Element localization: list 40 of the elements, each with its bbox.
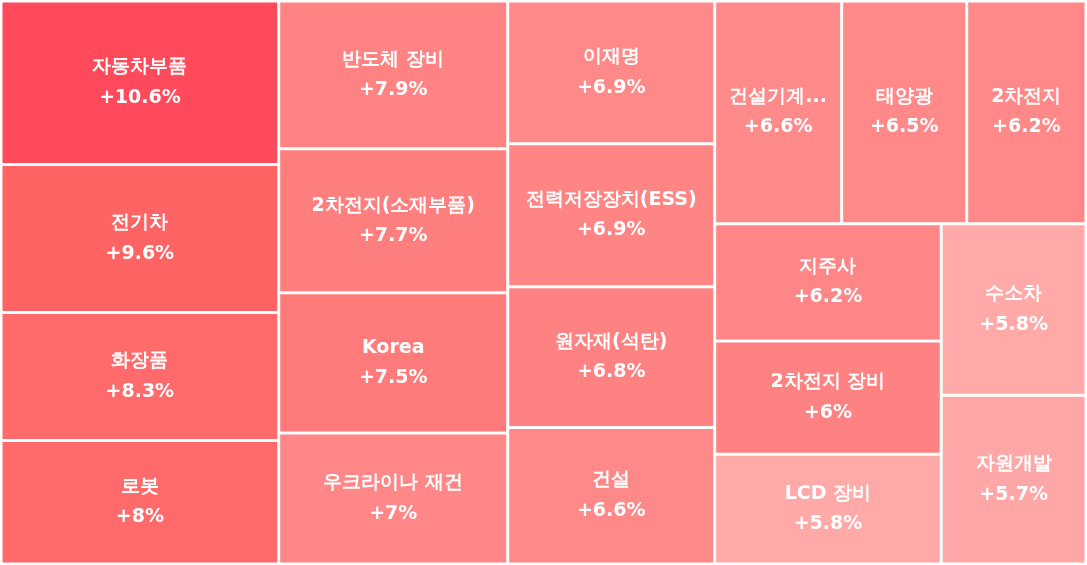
data-label: +9.6% [105, 240, 175, 263]
data-label: +7.5% [358, 365, 428, 388]
category-label: 원자재(석탄) [555, 328, 668, 351]
category-label: 전기차 [111, 210, 169, 233]
data-label: +6.5% [869, 114, 939, 137]
category-label: 지주사 [799, 254, 857, 277]
category-label: 건설기계... [729, 84, 828, 107]
category-label: 2차전지(소재부품) [311, 192, 476, 215]
category-label: 이재명 [582, 44, 640, 67]
category-label: 수소차 [985, 281, 1043, 304]
category-label: LCD 장비 [784, 480, 872, 503]
category-label: 자원개발 [975, 451, 1052, 474]
data-label: +6.2% [992, 114, 1061, 137]
category-label: 태양광 [875, 84, 933, 107]
data-label: +6% [803, 399, 853, 422]
category-label: Korea [361, 334, 425, 357]
category-label: 2차전지 장비 [770, 369, 886, 392]
category-label: 화장품 [111, 348, 169, 371]
data-label: +6.6% [576, 497, 646, 520]
data-label: +8% [115, 504, 164, 527]
category-label: 로봇 [120, 474, 159, 497]
data-label: +5.7% [979, 481, 1048, 504]
data-label: +5.8% [793, 511, 863, 534]
category-label: 반도체 장비 [342, 46, 445, 69]
data-label: +7% [369, 500, 418, 523]
data-label: +6.9% [576, 217, 646, 240]
data-label: +6.6% [743, 114, 813, 137]
data-label: +6.2% [793, 284, 863, 307]
data-label: +10.6% [98, 84, 181, 107]
data-label: +7.7% [358, 222, 428, 245]
data-label: +6.9% [576, 74, 646, 97]
category-label: 우크라이나 재건 [323, 470, 464, 493]
data-label: +6.8% [576, 359, 646, 382]
category-label: 2차전지 [991, 84, 1062, 107]
data-label: +5.8% [979, 311, 1048, 334]
category-label: 건설 [592, 467, 631, 490]
category-label: 전력저장장치(ESS) [525, 186, 697, 209]
category-label: 자동차부품 [92, 54, 188, 77]
data-label: +7.9% [358, 77, 428, 100]
data-label: +8.3% [105, 378, 175, 401]
